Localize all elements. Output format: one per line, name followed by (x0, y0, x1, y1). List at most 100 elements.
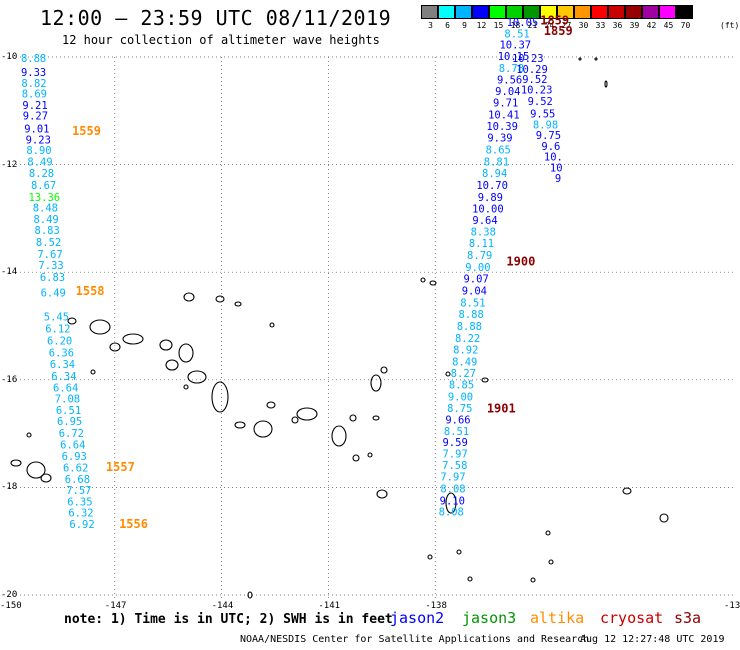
wave-height-value: 10 (550, 162, 563, 174)
wave-height-value: 6.92 (69, 519, 94, 531)
wave-height-value: 6.72 (59, 428, 84, 440)
island-outline (183, 384, 189, 390)
legend-bin: 12 (472, 5, 490, 30)
wave-height-value: 8.88 (459, 309, 484, 321)
island-outline (211, 381, 229, 413)
wave-height-value: 8.79 (467, 250, 492, 262)
wave-height-value: 8.49 (33, 214, 58, 226)
wave-height-value: 8.94 (482, 168, 507, 180)
wave-height-value: 6.62 (63, 462, 88, 474)
legend-label: 15 (493, 21, 504, 30)
island-outline (376, 489, 388, 499)
legend-swatch (557, 5, 574, 19)
island-outline (291, 416, 299, 424)
satellite-name-jason2: jason2 (390, 609, 445, 627)
wave-height-value: 9.52 (528, 96, 553, 108)
legend-bin: 9 (455, 5, 473, 30)
island-outline (183, 292, 195, 302)
longitude-tick-label: -135 (724, 601, 740, 611)
island-outline (349, 414, 357, 422)
legend-bin: 70 (676, 5, 694, 30)
wave-height-value: 7.97 (442, 449, 467, 461)
island-outline (456, 549, 462, 555)
wave-height-value: 9 (555, 173, 561, 185)
legend-label: 42 (646, 21, 657, 30)
wave-height-value: 8.52 (36, 237, 61, 249)
legend-swatch (438, 5, 455, 19)
map-grid (8, 56, 736, 600)
wave-height-value: 9.89 (478, 192, 503, 204)
legend-bin: 6 (438, 5, 456, 30)
legend-bin: 39 (625, 5, 643, 30)
island-outline (545, 530, 551, 536)
longitude-tick-label: -141 (318, 601, 341, 611)
island-outline (26, 432, 32, 438)
wave-height-value: 6.20 (47, 336, 72, 348)
legend-swatch (506, 5, 523, 19)
longitude-tick-label: -150 (0, 601, 22, 611)
wave-height-value: 10.15 (498, 51, 530, 63)
credit-line: NOAA/NESDIS Center for Satellite Applica… (240, 634, 590, 645)
island-outline (89, 319, 111, 335)
wave-height-value: 8.98 (533, 119, 558, 131)
legend-swatch (455, 5, 472, 19)
legend-swatch (676, 5, 693, 19)
wave-height-value: 8.88 (457, 321, 482, 333)
latitude-tick-label: -10 (1, 52, 18, 62)
wave-height-value: 8.69 (22, 89, 47, 101)
legend-label: 12 (476, 21, 487, 30)
wave-height-value: 8.83 (35, 225, 60, 237)
island-outline (420, 277, 426, 283)
wave-height-value: 9.23 (26, 134, 51, 146)
island-outline (622, 487, 632, 495)
wave-height-value: 6.51 (56, 405, 81, 417)
wave-height-value: 9.75 (536, 130, 561, 142)
island-outline (445, 492, 457, 514)
wave-height-value: 9.10 (440, 495, 465, 507)
wave-height-value: 9.39 (487, 133, 512, 145)
island-outline (10, 459, 22, 467)
wave-height-value: 8.92 (453, 345, 478, 357)
wave-height-value: 8.27 (451, 368, 476, 380)
pass-time-label: 1859 (540, 13, 569, 27)
legend-bin: 24 (540, 5, 558, 30)
wave-height-value: 9.07 (463, 274, 488, 286)
pass-time-label: 1557 (106, 460, 135, 474)
wave-height-value: 9.21 (22, 100, 47, 112)
legend-label: 70 (680, 21, 691, 30)
wave-height-value: 10. (544, 152, 563, 164)
island-outline (165, 359, 179, 371)
wave-height-value: 7.97 (440, 472, 465, 484)
legend-swatch (642, 5, 659, 19)
wave-height-value: 8.67 (31, 180, 56, 192)
wave-height-value: 8.51 (444, 426, 469, 438)
island-outline (296, 407, 318, 421)
wave-height-value: 6.36 (49, 347, 74, 359)
wave-height-value: 13.36 (29, 192, 61, 204)
latitude-tick-label: -18 (1, 482, 18, 493)
wave-height-value: 7.58 (442, 460, 467, 472)
island-outline (26, 461, 46, 479)
legend-swatch (421, 5, 438, 19)
page-title: 12:00 — 23:59 UTC 08/11/2019 (40, 6, 392, 30)
wave-height-value: 8.90 (26, 145, 51, 157)
color-legend: 3 6 9 12 15 18 21 24 27 30 33 36 39 42 45 70 (421, 5, 694, 30)
wave-height-value: 9.04 (462, 285, 487, 297)
coastlines (10, 57, 669, 599)
legend-bin: 36 (608, 5, 626, 30)
wave-height-value: 8.82 (21, 78, 46, 90)
wave-height-value: 8.48 (33, 203, 58, 215)
island-outline (234, 301, 242, 307)
legend-label: 18 (510, 21, 521, 30)
legend-label: 6 (445, 21, 450, 30)
island-outline (109, 342, 121, 352)
wave-height-value: 5.45 (44, 311, 69, 323)
wave-height-value: 7.33 (38, 260, 63, 272)
latitude-tick-label: -20 (1, 590, 18, 600)
latitude-tick-label: -14 (1, 267, 18, 278)
footer-note: note: 1) Time is in UTC; 2) SWH is in fe… (64, 612, 393, 627)
legend-bin: 33 (591, 5, 609, 30)
wave-height-value: 9.71 (493, 98, 518, 110)
wave-height-value: 8.08 (439, 507, 464, 519)
legend-label: 36 (612, 21, 623, 30)
